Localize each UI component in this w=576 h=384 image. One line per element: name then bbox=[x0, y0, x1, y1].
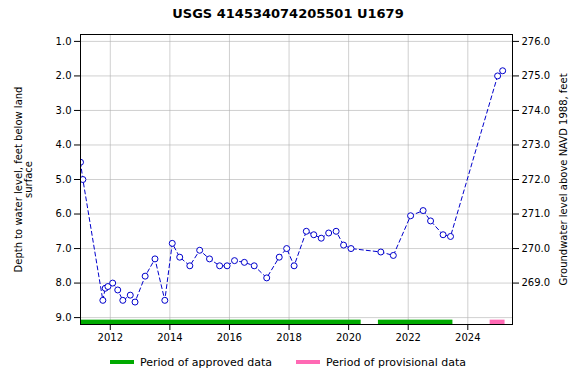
svg-text:271.0: 271.0 bbox=[522, 208, 551, 219]
svg-text:2.0: 2.0 bbox=[56, 70, 72, 81]
svg-text:269.0: 269.0 bbox=[522, 277, 551, 288]
svg-text:274.0: 274.0 bbox=[522, 105, 551, 116]
svg-text:276.0: 276.0 bbox=[522, 36, 551, 47]
svg-text:2014: 2014 bbox=[157, 332, 182, 343]
svg-text:2012: 2012 bbox=[98, 332, 123, 343]
svg-text:2024: 2024 bbox=[455, 332, 480, 343]
svg-text:Depth to water level, feet bel: Depth to water level, feet below landsur… bbox=[13, 87, 34, 273]
svg-text:2016: 2016 bbox=[217, 332, 242, 343]
svg-text:2022: 2022 bbox=[395, 332, 420, 343]
html-text:USGS 414534074205501 U1679: USGS 414534074205501 U1679 bbox=[172, 6, 404, 21]
svg-text:1.0: 1.0 bbox=[56, 36, 72, 47]
svg-text:275.0: 275.0 bbox=[522, 70, 551, 81]
svg-text:7.0: 7.0 bbox=[56, 243, 72, 254]
svg-text:6.0: 6.0 bbox=[56, 208, 72, 219]
svg-text:4.0: 4.0 bbox=[56, 139, 72, 150]
svg-text:8.0: 8.0 bbox=[56, 277, 72, 288]
svg-text:272.0: 272.0 bbox=[522, 174, 551, 185]
html-text:Period of approved data: Period of approved data bbox=[139, 355, 273, 369]
svg-text:9.0: 9.0 bbox=[56, 312, 72, 323]
svg-text:2018: 2018 bbox=[276, 332, 301, 343]
svg-text:270.0: 270.0 bbox=[522, 243, 551, 254]
svg-text:273.0: 273.0 bbox=[522, 139, 551, 150]
svg-text:Groundwater level above NAVD 1: Groundwater level above NAVD 1988, feet bbox=[558, 73, 569, 285]
svg-text:2020: 2020 bbox=[336, 332, 361, 343]
html-text:Period of provisional data: Period of provisional data bbox=[326, 355, 467, 369]
svg-text:5.0: 5.0 bbox=[56, 174, 72, 185]
svg-text:3.0: 3.0 bbox=[56, 105, 72, 116]
